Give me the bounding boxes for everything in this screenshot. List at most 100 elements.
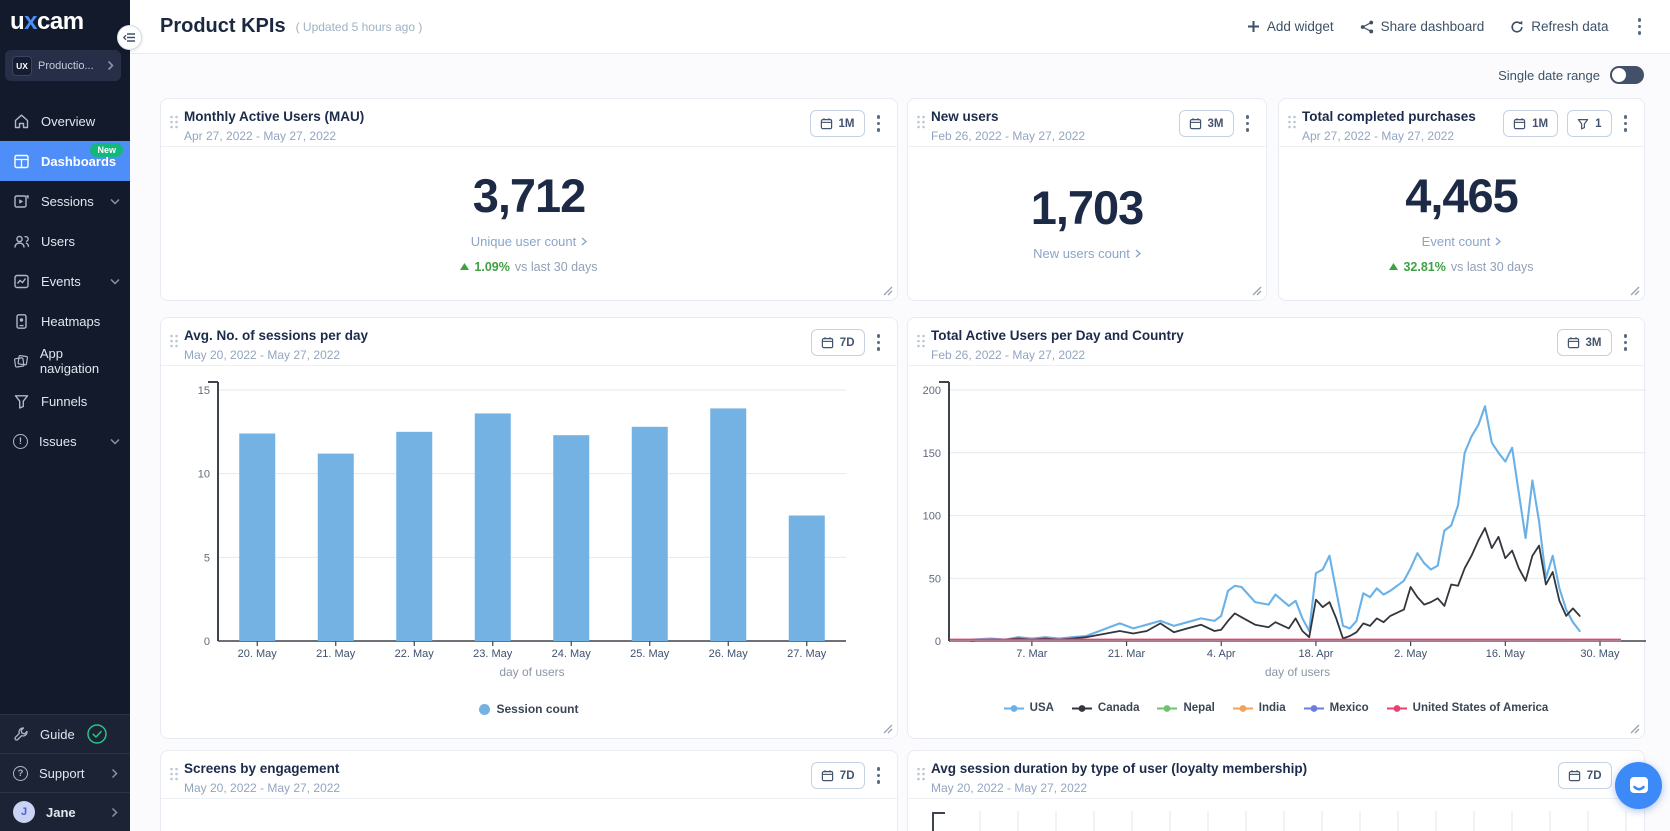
- widget-header: Total Active Users per Day and Country F…: [908, 318, 1644, 366]
- svg-text:day of users: day of users: [499, 665, 564, 679]
- drag-handle-icon[interactable]: [916, 114, 926, 130]
- widget-date-range: Feb 26, 2022 - May 27, 2022: [931, 128, 1086, 143]
- kpi-delta: 1.09% vs last 30 days: [460, 260, 598, 274]
- refresh-data-button[interactable]: Refresh data: [1510, 19, 1609, 34]
- sidebar-item-app-navigation[interactable]: App navigation: [0, 341, 130, 381]
- logo-x: x: [24, 8, 38, 35]
- legend-item[interactable]: Canada: [1071, 702, 1140, 714]
- widget-header: Screens by engagement May 20, 2022 - May…: [161, 751, 897, 799]
- sidebar-item-sessions[interactable]: Sessions: [0, 181, 130, 221]
- single-date-range-toggle[interactable]: [1610, 66, 1644, 84]
- drag-handle-icon[interactable]: [916, 333, 926, 349]
- period-label: 1M: [1532, 117, 1549, 130]
- support-button[interactable]: ? Support: [0, 753, 130, 792]
- widget-title: Total Active Users per Day and Country: [931, 328, 1184, 343]
- widget-more-options-button[interactable]: [1621, 331, 1631, 354]
- bar-chart-legend[interactable]: Session count: [161, 702, 897, 716]
- svg-text:25. May: 25. May: [630, 648, 670, 660]
- svg-text:100: 100: [923, 511, 941, 523]
- share-dashboard-button[interactable]: Share dashboard: [1360, 19, 1484, 34]
- widget-more-options-button[interactable]: [1621, 112, 1631, 135]
- resize-handle[interactable]: [1251, 285, 1262, 296]
- resize-handle[interactable]: [1629, 285, 1640, 296]
- resize-handle[interactable]: [882, 285, 893, 296]
- kpi-delta: 32.81% vs last 30 days: [1389, 260, 1534, 274]
- widget-header: Monthly Active Users (MAU) Apr 27, 2022 …: [161, 99, 897, 147]
- calendar-icon: [821, 337, 834, 349]
- sessions-icon: [14, 194, 29, 208]
- period-button[interactable]: 3M: [1178, 110, 1234, 137]
- legend-item[interactable]: Session count: [479, 702, 579, 716]
- widget-title: Avg session duration by type of user (lo…: [931, 761, 1308, 776]
- workspace-name: Productio...: [38, 59, 94, 72]
- period-label: 7D: [839, 769, 855, 782]
- legend-label: USA: [1029, 702, 1054, 714]
- legend-item[interactable]: Mexico: [1303, 702, 1369, 714]
- sidebar-collapse-button[interactable]: [117, 25, 142, 50]
- kpi-metric-link[interactable]: Event count: [1422, 234, 1502, 249]
- widget-date-range: Apr 27, 2022 - May 27, 2022: [184, 128, 337, 143]
- resize-handle[interactable]: [882, 723, 893, 734]
- dashboard-grid-icon: [14, 154, 29, 168]
- sidebar-item-dashboards[interactable]: Dashboards New: [0, 141, 130, 181]
- kpi-metric-link[interactable]: Unique user count: [471, 234, 588, 249]
- sidebar-item-overview[interactable]: Overview: [0, 101, 130, 141]
- legend-item[interactable]: India: [1232, 702, 1286, 714]
- period-button[interactable]: 1M: [1503, 110, 1559, 137]
- svg-text:24. May: 24. May: [552, 648, 592, 660]
- widget-header: New users Feb 26, 2022 - May 27, 2022 3M: [908, 99, 1266, 147]
- logo-text: u: [10, 8, 25, 35]
- workspace-selector[interactable]: UX Productio...: [5, 50, 121, 81]
- chat-launcher-button[interactable]: [1615, 762, 1662, 809]
- sidebar-item-heatmaps[interactable]: Heatmaps: [0, 301, 130, 341]
- sidebar-item-users[interactable]: Users: [0, 221, 130, 261]
- filter-button[interactable]: 1: [1567, 110, 1612, 137]
- svg-text:0: 0: [204, 636, 210, 648]
- workspace-logo: UX: [12, 55, 32, 76]
- chevron-right-icon: [111, 807, 118, 817]
- drag-handle-icon[interactable]: [169, 766, 179, 782]
- period-button[interactable]: 7D: [810, 329, 865, 356]
- plus-icon: [1247, 21, 1259, 32]
- widget-more-options-button[interactable]: [874, 112, 884, 135]
- widget-more-options-button[interactable]: [1243, 112, 1253, 135]
- period-button[interactable]: 7D: [810, 762, 865, 789]
- widget-title: Monthly Active Users (MAU): [184, 109, 365, 124]
- user-menu[interactable]: J Jane: [0, 792, 130, 831]
- svg-text:7. Mar: 7. Mar: [1016, 648, 1048, 660]
- calendar-icon: [1568, 770, 1581, 782]
- widget-more-options-button[interactable]: [874, 764, 884, 787]
- legend-label: Mexico: [1329, 702, 1369, 714]
- legend-item[interactable]: Nepal: [1157, 702, 1215, 714]
- drag-handle-icon[interactable]: [916, 766, 926, 782]
- period-button[interactable]: 3M: [1556, 329, 1612, 356]
- period-label: 7D: [839, 336, 855, 349]
- sidebar-item-events[interactable]: Events: [0, 261, 130, 301]
- legend-item[interactable]: USA: [1003, 702, 1054, 714]
- svg-text:0: 0: [935, 636, 941, 648]
- kpi-body: 4,465 Event count 32.81% vs last 30 days: [1279, 147, 1644, 294]
- svg-text:26. May: 26. May: [709, 648, 749, 660]
- line-chart-legend[interactable]: USA Canada Nepal India Mexico United States o…: [908, 702, 1644, 714]
- filter-count: 1: [1595, 117, 1602, 130]
- widget-more-options-button[interactable]: [874, 331, 884, 354]
- sidebar-item-funnels[interactable]: Funnels: [0, 381, 130, 421]
- drag-handle-icon[interactable]: [169, 114, 179, 130]
- legend-label: Canada: [1097, 702, 1140, 714]
- line-chart: 0 50 100 150 200 7. Mar 21. Mar 4. Apr 18. Apr 2.…: [923, 381, 1646, 679]
- legend-item[interactable]: United States of America: [1386, 702, 1548, 714]
- svg-text:4. Apr: 4. Apr: [1207, 648, 1236, 660]
- user-name: Jane: [46, 804, 76, 820]
- drag-handle-icon[interactable]: [169, 333, 179, 349]
- period-button[interactable]: 7D: [1557, 762, 1612, 789]
- kpi-metric-link[interactable]: New users count: [1033, 246, 1141, 261]
- add-widget-button[interactable]: Add widget: [1247, 19, 1334, 34]
- sidebar-item-issues[interactable]: ! Issues: [0, 421, 130, 461]
- widget-date-range: May 20, 2022 - May 27, 2022: [184, 347, 341, 362]
- header-more-options-button[interactable]: [1635, 15, 1645, 38]
- guide-button[interactable]: Guide: [0, 714, 130, 753]
- period-button[interactable]: 1M: [809, 110, 865, 137]
- drag-handle-icon[interactable]: [1287, 114, 1297, 130]
- resize-handle[interactable]: [1629, 723, 1640, 734]
- widget-active-users-by-country: Total Active Users per Day and Country F…: [907, 317, 1646, 739]
